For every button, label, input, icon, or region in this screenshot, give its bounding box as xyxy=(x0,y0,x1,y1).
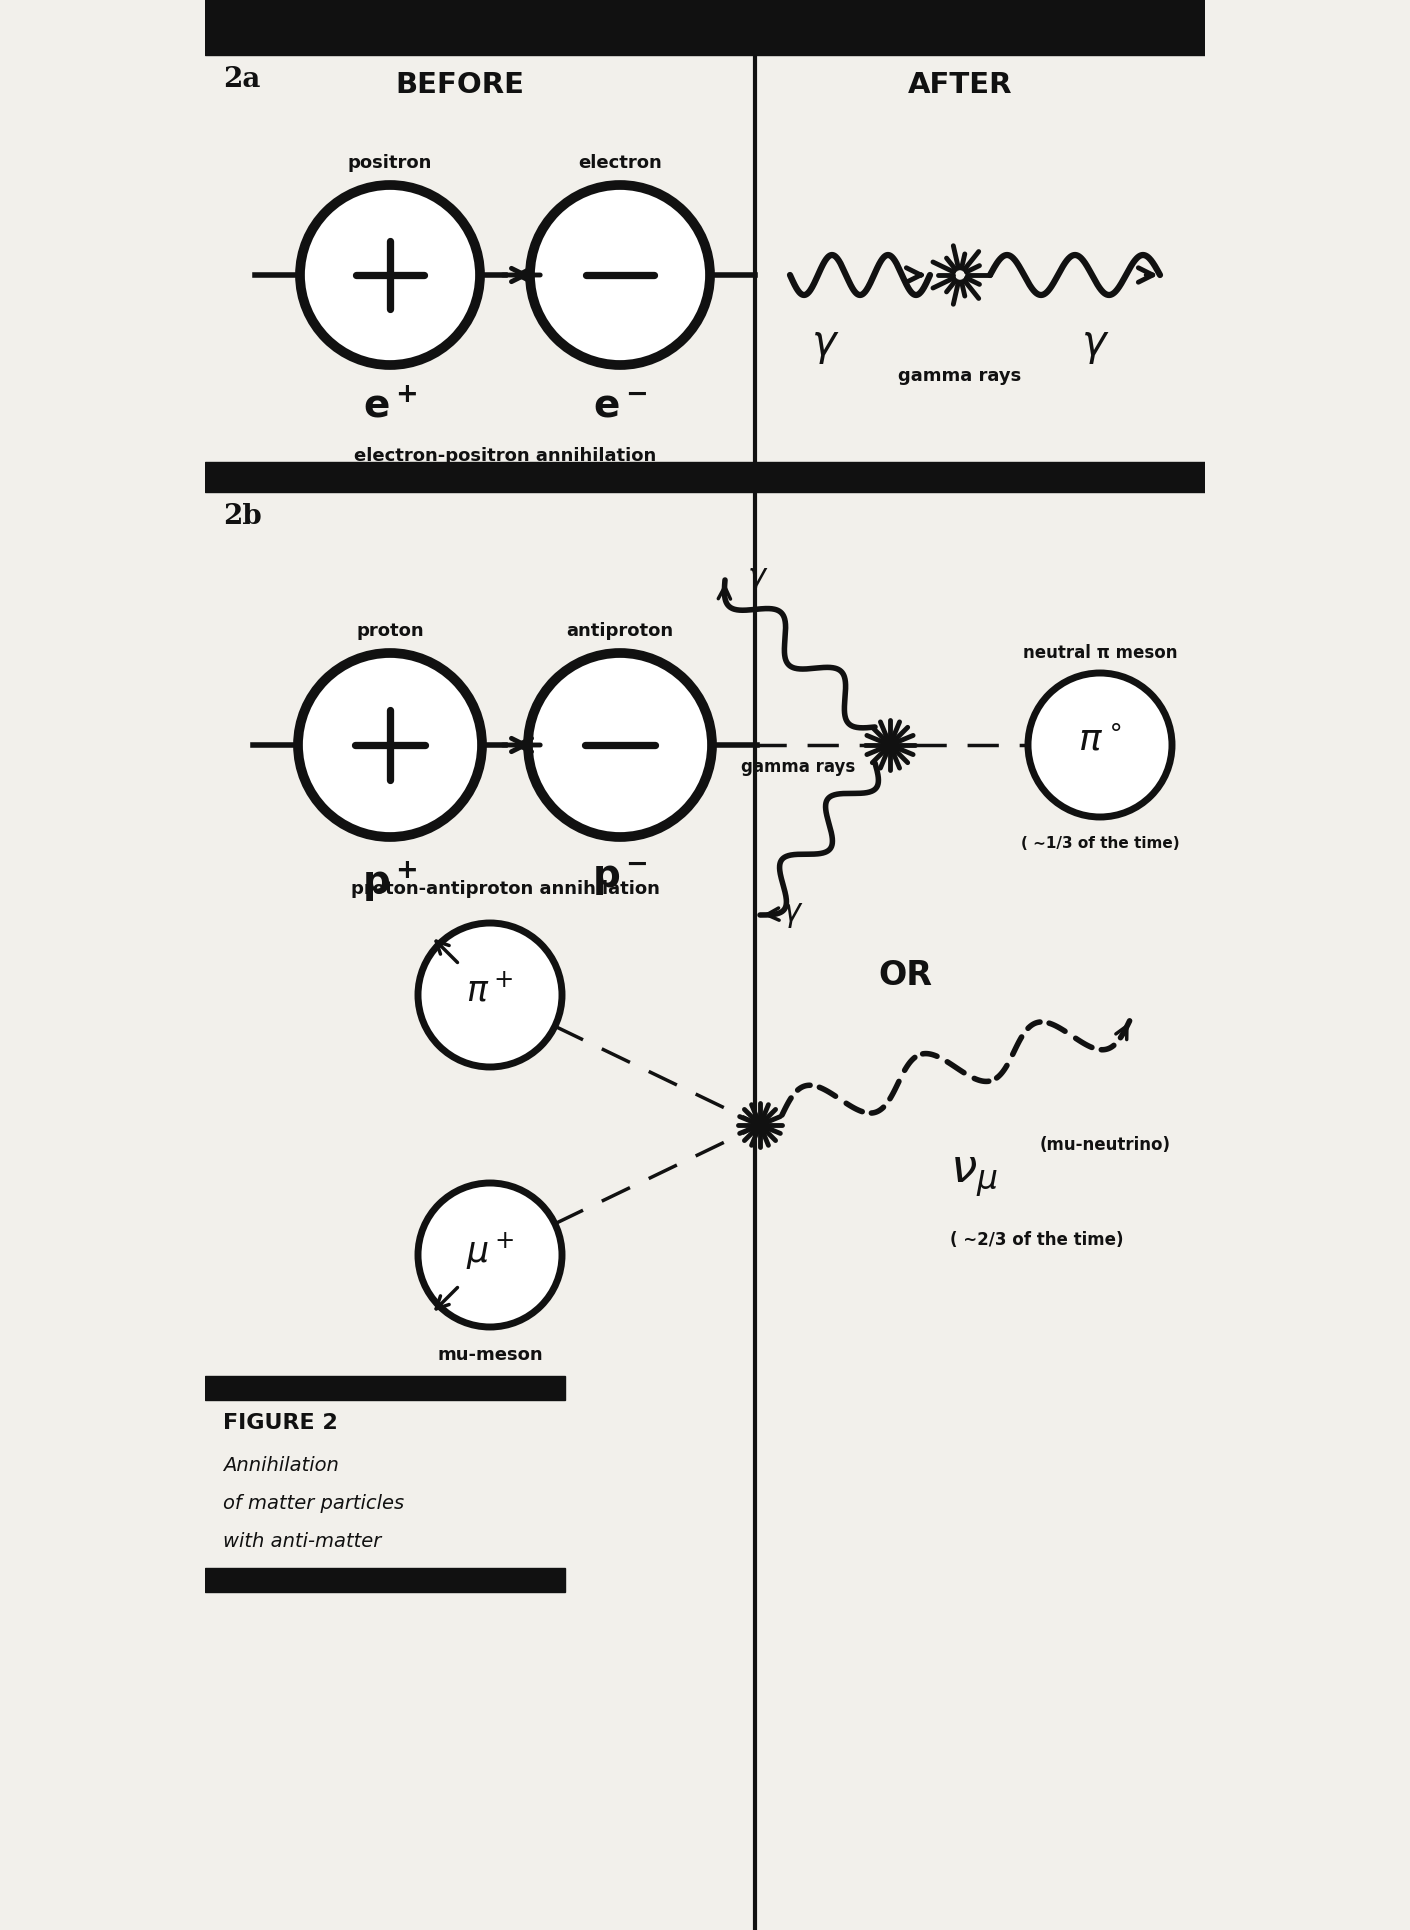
Text: of matter particles: of matter particles xyxy=(223,1494,405,1513)
Text: Annihilation: Annihilation xyxy=(223,1455,338,1475)
Bar xyxy=(204,463,1206,492)
Text: OR: OR xyxy=(878,959,932,992)
Text: electron-positron annihilation: electron-positron annihilation xyxy=(354,446,656,465)
Text: $\mathbf{e^-}$: $\mathbf{e^-}$ xyxy=(594,388,647,427)
Text: 2a: 2a xyxy=(223,66,261,93)
Text: BEFORE: BEFORE xyxy=(395,71,525,98)
Text: $\mathbf{e^+}$: $\mathbf{e^+}$ xyxy=(362,388,417,427)
Text: proton-antiproton annihilation: proton-antiproton annihilation xyxy=(351,880,660,897)
Text: neutral π meson: neutral π meson xyxy=(1022,645,1177,662)
Text: $\gamma$: $\gamma$ xyxy=(811,324,839,367)
Text: 2b: 2b xyxy=(223,502,262,529)
Circle shape xyxy=(527,654,712,838)
Text: $\gamma$: $\gamma$ xyxy=(783,901,804,930)
Text: $\mu^+$: $\mu^+$ xyxy=(465,1229,515,1272)
Text: gamma rays: gamma rays xyxy=(740,758,854,776)
Text: gamma rays: gamma rays xyxy=(898,367,1022,384)
Text: electron: electron xyxy=(578,154,661,172)
Text: FIGURE 2: FIGURE 2 xyxy=(223,1413,338,1432)
Text: positron: positron xyxy=(348,154,433,172)
Text: $\nu_\mu$: $\nu_\mu$ xyxy=(950,1154,998,1199)
Circle shape xyxy=(1028,674,1172,818)
Text: proton: proton xyxy=(357,621,424,639)
Text: particles: particles xyxy=(223,1569,306,1588)
Bar xyxy=(204,1376,565,1401)
Text: ( ∼1/3 of the time): ( ∼1/3 of the time) xyxy=(1021,836,1179,851)
Circle shape xyxy=(417,1183,563,1328)
Text: $\gamma$: $\gamma$ xyxy=(1081,324,1110,367)
Bar xyxy=(204,0,1206,56)
Circle shape xyxy=(300,185,479,367)
Text: antiproton: antiproton xyxy=(567,621,674,639)
Text: $\pi^+$: $\pi^+$ xyxy=(467,973,513,1007)
Circle shape xyxy=(417,924,563,1067)
Text: AFTER: AFTER xyxy=(908,71,1012,98)
Text: ( ∼2/3 of the time): ( ∼2/3 of the time) xyxy=(950,1229,1124,1249)
Circle shape xyxy=(530,185,711,367)
Text: mu-meson: mu-meson xyxy=(437,1345,543,1363)
Circle shape xyxy=(298,654,482,838)
Text: $\mathbf{p^-}$: $\mathbf{p^-}$ xyxy=(592,859,647,897)
Text: $\mathbf{p^+}$: $\mathbf{p^+}$ xyxy=(362,859,417,903)
Text: with anti-matter: with anti-matter xyxy=(223,1530,381,1550)
Bar xyxy=(204,1569,565,1592)
Text: $\gamma$: $\gamma$ xyxy=(747,565,768,594)
Text: $\pi^\circ$: $\pi^\circ$ xyxy=(1079,722,1122,758)
Text: (mu-neutrino): (mu-neutrino) xyxy=(1041,1135,1170,1154)
